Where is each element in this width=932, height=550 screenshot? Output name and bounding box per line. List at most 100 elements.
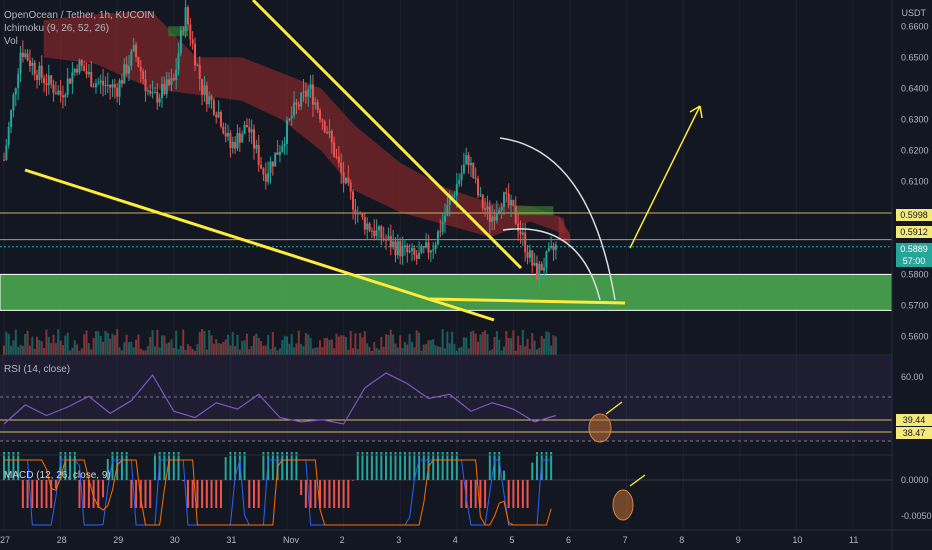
volume-bar <box>76 344 79 355</box>
candle-body <box>264 174 267 182</box>
volume-bar <box>248 349 251 355</box>
volume-bar <box>512 330 515 355</box>
macd-bar <box>498 452 501 480</box>
candle-body <box>286 120 288 144</box>
candle-body <box>491 216 494 223</box>
volume-bar <box>205 349 208 355</box>
volume-bar <box>17 346 20 355</box>
volume-bar <box>337 336 340 355</box>
candle-body <box>10 110 13 128</box>
lower-trendline <box>24 168 495 322</box>
candle-body <box>191 39 194 44</box>
volume-bar <box>455 350 458 355</box>
candle-body <box>366 223 369 230</box>
candle-body <box>521 232 524 235</box>
rsi-line <box>3 372 557 425</box>
candle-body <box>196 64 199 66</box>
candle-body <box>123 64 126 84</box>
signal-line <box>4 459 552 526</box>
volume-bar <box>552 335 555 355</box>
candle-body <box>436 231 439 245</box>
candle-body <box>241 134 244 143</box>
candle-body <box>342 172 345 184</box>
macd-bar <box>224 457 227 480</box>
volume-bar <box>219 343 222 355</box>
volume-bar <box>498 339 501 355</box>
volume-bar <box>161 335 164 355</box>
macd-bar <box>399 452 402 480</box>
volume-bar <box>340 335 343 355</box>
time-tick-label: 5 <box>509 535 514 545</box>
macd-tick-label: 0.0000 <box>901 475 929 485</box>
candle-body <box>510 200 513 206</box>
candle-body <box>300 92 303 107</box>
candle-body <box>184 7 187 32</box>
candle-body <box>439 231 442 233</box>
volume-bar <box>177 349 180 355</box>
candle-body <box>255 144 258 149</box>
candle-body <box>446 205 449 216</box>
rsi-pane <box>0 356 892 443</box>
candle-body <box>227 132 230 137</box>
resistance-price-badge: 0.5998 <box>896 209 932 221</box>
candle-body <box>132 44 135 52</box>
candle-body <box>368 223 371 231</box>
macd-bar <box>422 452 425 480</box>
candle-body <box>83 65 86 72</box>
volume-bar <box>130 341 133 355</box>
volume-bar <box>83 334 86 355</box>
volume-bar <box>116 329 119 355</box>
volume-bar <box>462 337 465 355</box>
candle-body <box>477 178 480 196</box>
volume-bar <box>123 342 126 355</box>
candle-body <box>109 84 112 88</box>
macd-bar <box>455 452 458 480</box>
volume-bar <box>392 334 395 355</box>
volume-bar <box>314 347 317 355</box>
candle-body <box>85 71 88 75</box>
candle-body <box>465 155 468 165</box>
candle-body <box>149 90 152 94</box>
candle-body <box>7 127 10 146</box>
candle-body <box>448 199 451 206</box>
candle-body <box>76 68 79 73</box>
inner-arc <box>502 228 601 301</box>
candle-body <box>502 192 505 207</box>
candle-body <box>267 173 270 182</box>
candle-body <box>531 250 534 266</box>
volume-bar <box>52 334 55 355</box>
volume-bar <box>31 336 34 355</box>
cloud-bullish <box>168 26 189 37</box>
volume-bar <box>526 338 529 355</box>
macd-tick-label: -0.0050 <box>901 511 932 521</box>
macd-arrow <box>629 474 646 487</box>
candle-body <box>359 212 362 214</box>
macd-bar <box>408 452 411 480</box>
volume-bar <box>196 344 199 355</box>
candle-body <box>172 78 175 81</box>
macd-bar <box>352 480 355 481</box>
volume-bar <box>184 349 187 355</box>
volume-bar <box>436 346 439 355</box>
candle-body <box>385 239 388 241</box>
candle-body <box>495 212 498 221</box>
price-tick-label: 0.6400 <box>901 83 929 93</box>
volume-bar <box>429 340 432 355</box>
volume-bar <box>231 331 234 355</box>
volume-bar <box>330 339 333 355</box>
macd-bar <box>12 452 15 480</box>
volume-bar <box>370 350 373 355</box>
macd-bar <box>286 452 288 480</box>
price-tick-label: 0.6600 <box>901 21 929 31</box>
macd-bar <box>59 452 62 480</box>
volume-bar <box>182 329 185 355</box>
macd-bar <box>342 480 345 508</box>
candle-body <box>12 94 15 111</box>
candle-body <box>139 66 142 72</box>
candle-body <box>71 72 74 84</box>
macd-bar <box>45 480 48 508</box>
candle-body <box>271 161 274 167</box>
volume-bar <box>363 331 366 355</box>
projection-arrow <box>629 105 701 249</box>
candle-body <box>512 200 515 206</box>
